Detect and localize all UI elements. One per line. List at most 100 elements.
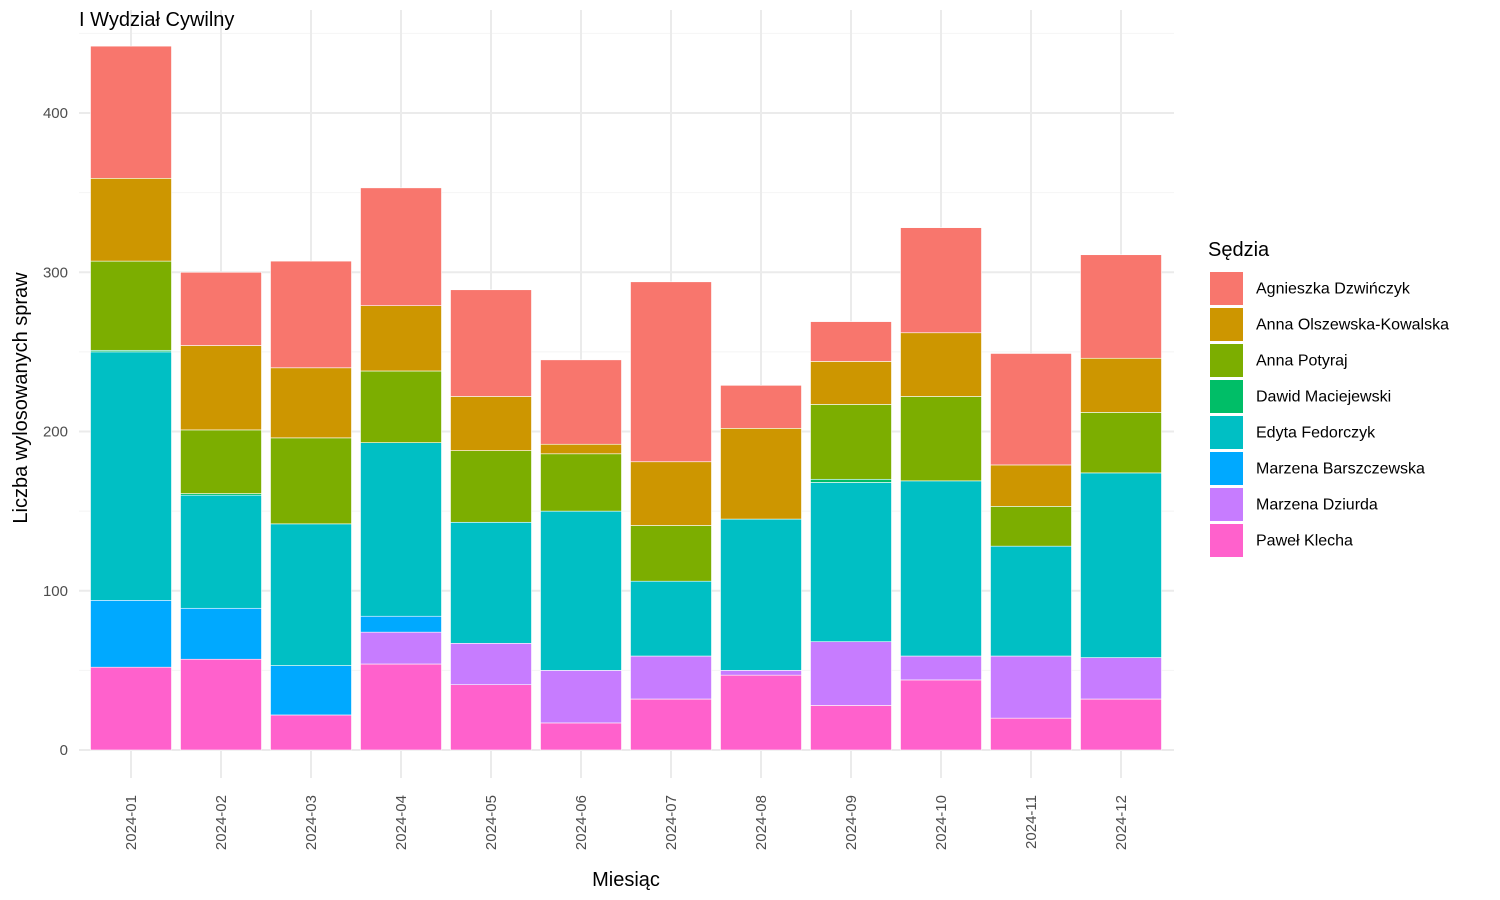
- bar-segment: [810, 478, 892, 483]
- bar-segment: [900, 227, 982, 334]
- bar-segment: [180, 658, 262, 751]
- bar-segment: [630, 525, 712, 582]
- bar-segment: [900, 396, 982, 482]
- bars: [90, 45, 1162, 751]
- x-tick-label: 2024-05: [483, 795, 500, 850]
- bar-segment: [450, 684, 532, 751]
- bar-segment: [990, 506, 1072, 547]
- bar-segment: [360, 370, 442, 443]
- chart-title: I Wydział Cywilny: [79, 9, 234, 31]
- bar-segment: [900, 655, 982, 681]
- y-tick-label: 300: [43, 264, 68, 281]
- bar-segment: [900, 679, 982, 751]
- bar-segment: [360, 631, 442, 665]
- bar-segment: [360, 187, 442, 306]
- bar-segment: [180, 494, 262, 609]
- x-tick-label: 2024-06: [573, 795, 590, 850]
- bar-segment: [1080, 472, 1162, 658]
- bar-segment: [990, 464, 1072, 507]
- legend-key: [1210, 452, 1243, 485]
- bar-segment: [450, 289, 532, 397]
- legend-label: Paweł Klecha: [1256, 533, 1353, 550]
- bar-segment: [1080, 254, 1162, 359]
- bar-segment: [360, 663, 442, 751]
- bar-segment: [450, 396, 532, 451]
- legend-key: [1210, 272, 1243, 305]
- bar-segment: [630, 580, 712, 657]
- bar-segment: [540, 670, 622, 724]
- y-tick-label: 200: [43, 424, 68, 441]
- bar-segment: [90, 260, 172, 351]
- bar-segment: [270, 523, 352, 666]
- bar-segment: [990, 353, 1072, 466]
- bar-segment: [630, 698, 712, 751]
- bar-segment: [540, 453, 622, 512]
- bar-segment: [810, 641, 892, 706]
- bar-segment: [900, 480, 982, 657]
- bar-segment: [720, 428, 802, 520]
- bar-segment: [540, 359, 622, 445]
- bar-segment: [810, 705, 892, 751]
- x-tick-label: 2024-10: [933, 795, 950, 850]
- bar-segment: [810, 482, 892, 643]
- x-tick-label: 2024-09: [843, 795, 860, 850]
- legend-title: Sędzia: [1208, 239, 1270, 261]
- bar-segment: [270, 714, 352, 751]
- legend-label: Marzena Barszczewska: [1256, 461, 1425, 478]
- bar-segment: [270, 260, 352, 369]
- legend-label: Dawid Maciejewski: [1256, 389, 1391, 406]
- bar-segment: [630, 281, 712, 463]
- bar-segment: [360, 305, 442, 372]
- bar-segment: [540, 443, 622, 455]
- bar-segment: [90, 351, 172, 601]
- x-tick-label: 2024-08: [753, 795, 770, 850]
- legend: Sędzia Agnieszka Dzwińczyk Anna Olszewska…: [1208, 239, 1449, 557]
- bar-segment: [630, 655, 712, 700]
- x-tick-label: 2024-03: [303, 795, 320, 850]
- x-tick-label: 2024-12: [1113, 795, 1130, 850]
- bar-segment: [540, 510, 622, 671]
- y-tick-label: 100: [43, 583, 68, 600]
- bar-segment: [900, 332, 982, 397]
- axes: 0 100 200 300 400 2024-01 2024-02 2024-03 2024-0…: [43, 105, 1130, 850]
- bar-segment: [990, 545, 1072, 657]
- bar-segment: [990, 717, 1072, 751]
- legend-key: [1210, 308, 1243, 341]
- legend-key: [1210, 380, 1243, 413]
- x-tick-label: 2024-02: [213, 795, 230, 850]
- legend-label: Agnieszka Dzwińczyk: [1256, 281, 1411, 298]
- bar-segment: [810, 361, 892, 405]
- bar-segment: [360, 615, 442, 633]
- bar-segment: [90, 177, 172, 262]
- bar-segment: [450, 643, 532, 686]
- legend-key: [1210, 416, 1243, 449]
- bar-segment: [1080, 657, 1162, 700]
- bar-segment: [270, 367, 352, 439]
- bar-segment: [990, 655, 1072, 719]
- legend-key: [1210, 488, 1243, 521]
- legend-label: Anna Olszewska-Kowalska: [1256, 317, 1449, 334]
- bar-segment: [720, 670, 802, 676]
- bar-segment: [720, 385, 802, 429]
- x-axis-title: Miesiąc: [592, 869, 660, 891]
- bar-segment: [360, 442, 442, 617]
- x-tick-label: 2024-04: [393, 795, 410, 850]
- bar-segment: [810, 321, 892, 362]
- x-tick-label: 2024-11: [1023, 795, 1040, 849]
- bar-segment: [180, 271, 262, 346]
- y-axis-title: Liczba wylosowanych spraw: [10, 272, 32, 524]
- y-tick-label: 400: [43, 105, 68, 122]
- bar-segment: [720, 674, 802, 751]
- bar-segment: [180, 429, 262, 494]
- legend-key: [1210, 524, 1243, 557]
- bar-segment: [90, 666, 172, 751]
- x-tick-label: 2024-07: [663, 795, 680, 850]
- bar-segment: [1080, 412, 1162, 474]
- legend-label: Edyta Fedorczyk: [1256, 425, 1376, 442]
- legend-key: [1210, 344, 1243, 377]
- bar-segment: [810, 404, 892, 480]
- bar-segment: [1080, 357, 1162, 413]
- x-tick-label: 2024-01: [123, 795, 140, 850]
- bar-segment: [90, 45, 172, 179]
